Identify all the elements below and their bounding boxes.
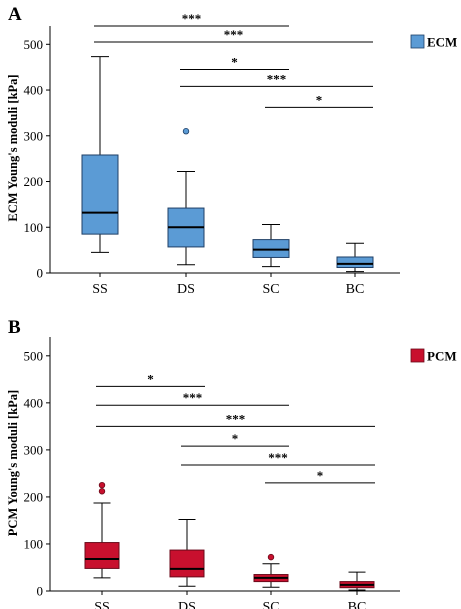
- significance-label: ***: [182, 11, 202, 26]
- box-ds: [167, 128, 205, 266]
- x-tick-label: SS: [92, 282, 108, 297]
- y-tick-label: 500: [24, 348, 44, 363]
- box-body: [84, 542, 120, 569]
- box-bc: [336, 242, 374, 273]
- y-axis-label: PCM Young's moduli [kPa]: [6, 390, 20, 536]
- y-tick-label: 0: [37, 584, 44, 599]
- outlier-point: [98, 488, 106, 495]
- box-sc: [253, 553, 289, 588]
- significance-label: *: [316, 92, 323, 107]
- significance-label: *: [147, 371, 154, 386]
- significance-label: ***: [183, 390, 203, 405]
- x-tick-label: SS: [94, 600, 110, 609]
- x-tick-label: SC: [262, 282, 279, 297]
- legend: PCM: [410, 348, 457, 364]
- chart-panel-a: A 0 100 200 300 400 500 ECM Young's moduli [kPa…: [6, 4, 457, 297]
- box-ss: [84, 481, 120, 579]
- box-body: [336, 256, 374, 269]
- y-tick-label: 200: [24, 489, 44, 504]
- y-tick-label: 100: [24, 220, 44, 235]
- box-body: [252, 239, 290, 258]
- significance-label: *: [232, 431, 239, 446]
- significance-label: *: [231, 54, 238, 69]
- box-body: [81, 154, 119, 235]
- y-tick-label: 0: [37, 266, 44, 281]
- significance-label: ***: [267, 71, 287, 86]
- panel-label: A: [8, 4, 22, 25]
- box-ss: [81, 56, 119, 253]
- x-tick-label: DS: [178, 600, 196, 609]
- y-tick-label: 400: [24, 395, 44, 410]
- legend: ECM: [410, 34, 457, 50]
- box-ds: [169, 519, 205, 587]
- box-body: [169, 549, 205, 578]
- legend-label: ECM: [427, 35, 457, 50]
- box-bc: [339, 571, 375, 591]
- x-tick-label: BC: [348, 600, 367, 609]
- significance-label: ***: [268, 450, 288, 465]
- x-tick-label: BC: [346, 282, 365, 297]
- outlier-point: [98, 481, 106, 489]
- significance-label: *: [317, 468, 324, 483]
- y-tick-label: 500: [24, 37, 44, 52]
- significance-label: ***: [224, 27, 244, 42]
- y-axis-label: ECM Young's moduli [kPa]: [6, 74, 20, 221]
- y-tick-label: 200: [24, 174, 44, 189]
- x-tick-label: SC: [262, 600, 279, 609]
- outlier-point: [182, 128, 190, 135]
- chart-panel-b: B 0 100 200 300 400 500 PCM Young's moduli [kPa…: [6, 317, 457, 609]
- legend-swatch: [410, 348, 425, 363]
- legend-label: PCM: [427, 349, 457, 364]
- y-tick-label: 400: [24, 83, 44, 98]
- box-sc: [252, 224, 290, 268]
- significance-label: ***: [226, 411, 246, 426]
- legend-swatch: [410, 34, 425, 49]
- y-tick-label: 300: [24, 442, 44, 457]
- y-tick-label: 100: [24, 536, 44, 551]
- outlier-point: [267, 553, 275, 561]
- x-tick-label: DS: [177, 282, 195, 297]
- panel-label: B: [8, 317, 21, 338]
- y-tick-label: 300: [24, 128, 44, 143]
